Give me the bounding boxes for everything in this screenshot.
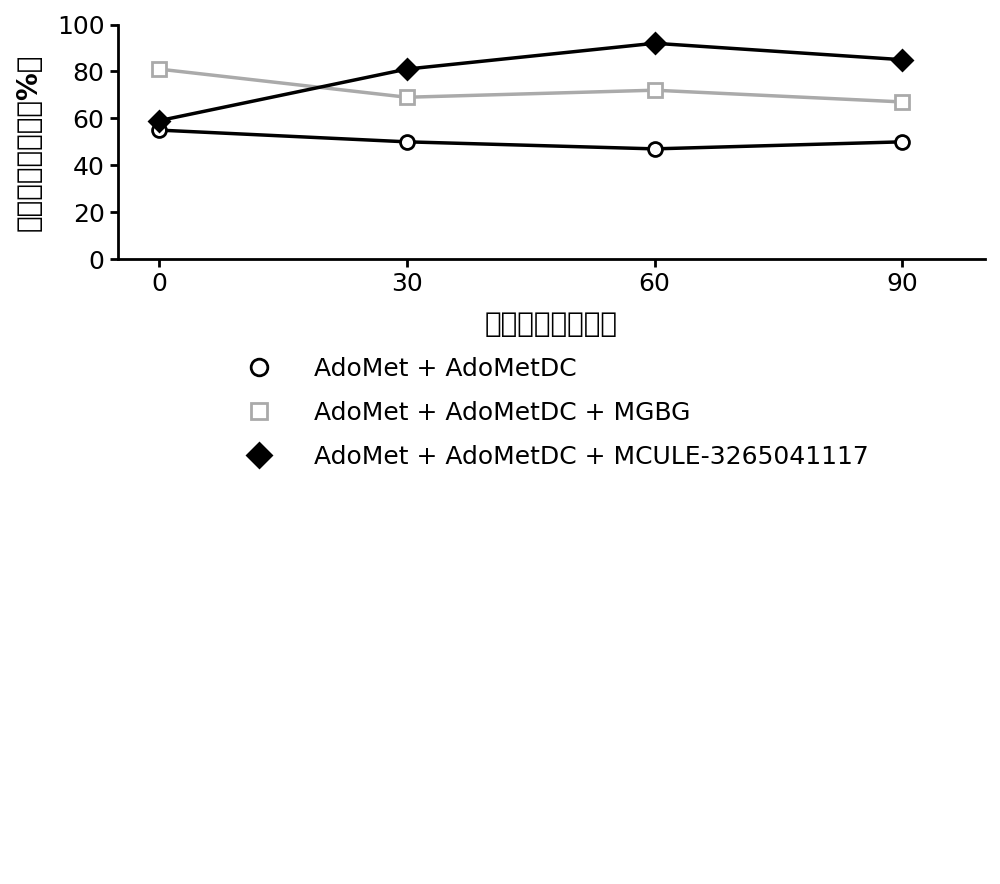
Y-axis label: 底物残余百分比（%）: 底物残余百分比（%） (15, 53, 43, 231)
X-axis label: 孵育时间（分钟）: 孵育时间（分钟） (485, 310, 618, 339)
Legend: AdoMet + AdoMetDC, AdoMet + AdoMetDC + MGBG, AdoMet + AdoMetDC + MCULE-326504111: AdoMet + AdoMetDC, AdoMet + AdoMetDC + M… (224, 347, 879, 479)
